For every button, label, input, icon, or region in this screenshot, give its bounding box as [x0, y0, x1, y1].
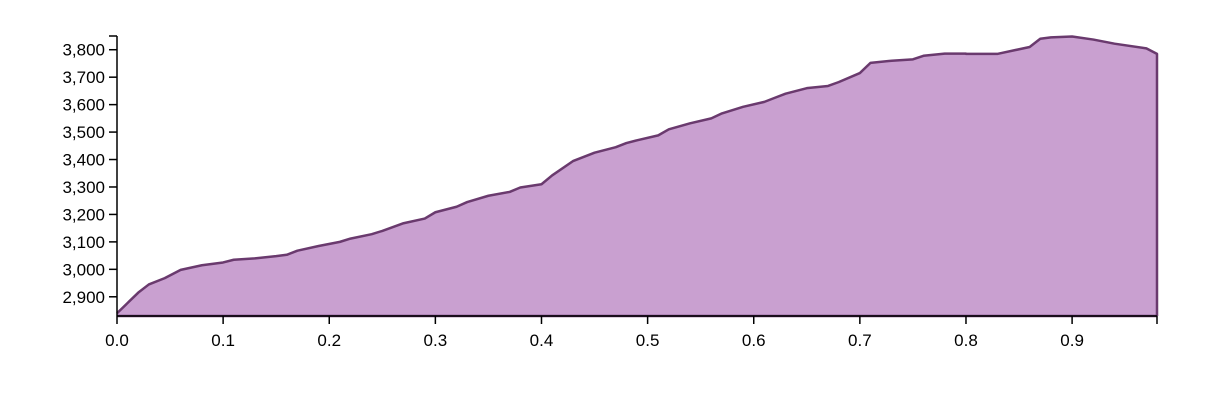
area-fill [117, 36, 1157, 317]
y-tick-label: 3,700 [62, 68, 105, 87]
y-tick-label: 3,400 [62, 151, 105, 170]
plot-area [116, 35, 1159, 318]
x-tick-label: 0.9 [1060, 331, 1084, 350]
area-outline [116, 35, 1159, 316]
y-tick-label: 3,600 [62, 96, 105, 115]
y-tick-label: 2,900 [62, 288, 105, 307]
x-axis: 0.0 0.1 0.2 0.3 0.4 0.5 0.6 0.7 0.8 0.9 [105, 315, 1158, 350]
x-tick-label: 0.4 [530, 331, 554, 350]
y-tick-label: 3,200 [62, 205, 105, 224]
x-tick-label: 0.5 [636, 331, 660, 350]
x-tick-label: 0.0 [105, 331, 129, 350]
x-tick-label: 0.8 [954, 331, 978, 350]
x-tick-label: 0.1 [211, 331, 235, 350]
x-tick-label: 0.6 [742, 331, 766, 350]
y-tick-label: 3,500 [62, 123, 105, 142]
x-tick-label: 0.7 [848, 331, 872, 350]
y-tick-label: 3,000 [62, 260, 105, 279]
y-tick-label: 3,100 [62, 233, 105, 252]
y-axis: 2,900 3,000 3,100 3,200 3,300 3,400 3,500 3,600… [62, 35, 118, 316]
x-tick-label: 0.2 [317, 331, 341, 350]
y-tick-label: 3,800 [62, 41, 105, 60]
x-tick-label: 0.3 [424, 331, 448, 350]
y-tick-label: 3,300 [62, 178, 105, 197]
